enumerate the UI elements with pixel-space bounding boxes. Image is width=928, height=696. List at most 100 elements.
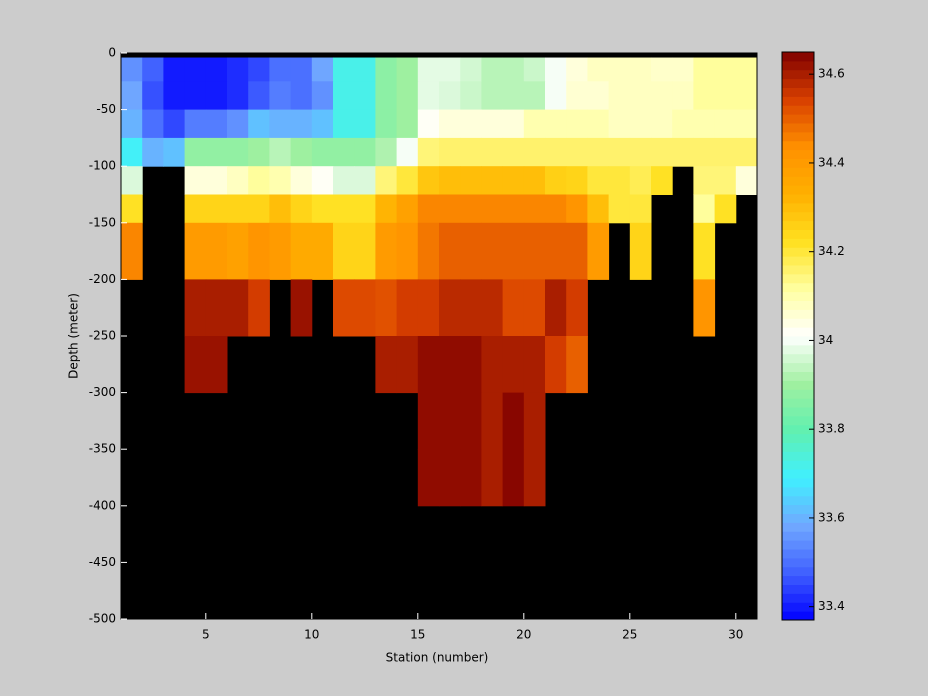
colorbar-step — [782, 495, 814, 506]
heat-cell — [460, 57, 482, 82]
heat-cell — [205, 166, 228, 195]
heat-cell — [227, 137, 249, 167]
colorbar-step — [782, 185, 814, 195]
heat-cell — [439, 222, 461, 280]
colorbar-step — [782, 273, 814, 284]
heat-cell — [566, 279, 588, 337]
colorbar-step — [782, 522, 814, 532]
heat-cell — [629, 194, 652, 224]
heat-cell — [460, 336, 482, 394]
colorbar-step — [782, 114, 814, 124]
heat-cell — [587, 222, 610, 280]
heat-cell — [396, 81, 419, 111]
heat-cell — [566, 166, 588, 195]
colorbar-step — [782, 415, 814, 426]
heat-cell — [693, 279, 716, 337]
colorbar-step — [782, 291, 814, 301]
colorbar-step — [782, 176, 814, 186]
colorbar-step — [782, 442, 814, 452]
colorbar-step — [782, 96, 814, 106]
colorbar-tick-label: 34.4 — [818, 155, 845, 169]
heat-cell — [121, 109, 143, 139]
heat-cell — [714, 57, 737, 82]
heat-cell — [460, 109, 482, 139]
heat-cell — [269, 109, 292, 139]
heat-cell — [460, 137, 482, 167]
colorbar-step — [782, 265, 814, 275]
colorbar-tick-label: 34 — [818, 333, 833, 347]
heat-cell — [608, 166, 631, 195]
y-tick-label: -400 — [89, 498, 116, 512]
y-tick-label: -50 — [96, 102, 116, 116]
colorbar-step — [782, 549, 814, 559]
colorbar-step — [782, 167, 814, 177]
heat-cell — [651, 81, 673, 111]
heat-cell — [481, 449, 504, 507]
heat-cell — [417, 392, 440, 450]
heat-cell — [227, 222, 249, 280]
heat-cell — [290, 109, 313, 139]
heat-cell — [311, 222, 334, 280]
heat-cell — [121, 166, 143, 195]
heat-cell — [396, 57, 419, 82]
colorbar-tick-label: 34.2 — [818, 244, 845, 258]
heat-cell — [248, 57, 270, 82]
heat-cell — [184, 57, 207, 82]
colorbar-step — [782, 513, 814, 523]
heat-cell — [205, 57, 228, 82]
colorbar-step — [782, 584, 814, 594]
heat-cell — [248, 109, 270, 139]
heat-cell — [439, 392, 461, 450]
colorbar-step — [782, 52, 814, 62]
heat-cell — [460, 222, 482, 280]
heat-cell — [248, 194, 270, 224]
heat-cell — [121, 81, 143, 111]
heat-cell — [714, 137, 737, 167]
heat-cell — [375, 279, 398, 337]
heat-cell — [608, 81, 631, 111]
heat-cell — [375, 222, 398, 280]
heat-cell — [290, 194, 313, 224]
colorbar-step — [782, 451, 814, 461]
heat-cell — [672, 81, 694, 111]
heat-cell — [439, 57, 461, 82]
y-tick-label: -200 — [89, 272, 116, 286]
heat-cell — [735, 81, 758, 111]
colorbar-step — [782, 362, 814, 372]
heat-cell — [205, 81, 228, 111]
heat-cell — [354, 222, 376, 280]
heat-cell — [205, 222, 228, 280]
colorbar-step — [782, 123, 814, 133]
heat-cell — [439, 166, 461, 195]
heat-cell — [566, 336, 588, 394]
heat-cell — [417, 222, 440, 280]
heat-cell — [523, 166, 546, 195]
colorbar-step — [782, 353, 814, 364]
heat-cell — [651, 137, 673, 167]
heat-cell — [227, 81, 249, 111]
heat-cell — [481, 222, 504, 280]
x-axis-label: Station (number) — [386, 651, 489, 665]
heat-cell — [587, 109, 610, 139]
heat-cell — [566, 109, 588, 139]
heat-cell — [481, 137, 504, 167]
colorbar-step — [782, 611, 814, 621]
heat-cell — [439, 449, 461, 507]
colorbar-step — [782, 256, 814, 266]
colorbar-step — [782, 407, 814, 417]
heat-cell — [417, 449, 440, 507]
heat-cell — [523, 449, 546, 507]
heat-cell — [502, 81, 525, 111]
heat-cell — [439, 81, 461, 111]
heat-cell — [629, 137, 652, 167]
y-tick-label: -350 — [89, 442, 116, 456]
heat-cell — [375, 194, 398, 224]
heat-cell — [502, 109, 525, 139]
heat-cell — [481, 57, 504, 82]
heat-cell — [142, 109, 164, 139]
colorbar-step — [782, 78, 814, 88]
heat-cell — [693, 137, 716, 167]
heat-cell — [735, 166, 758, 195]
heat-cell — [460, 449, 482, 507]
